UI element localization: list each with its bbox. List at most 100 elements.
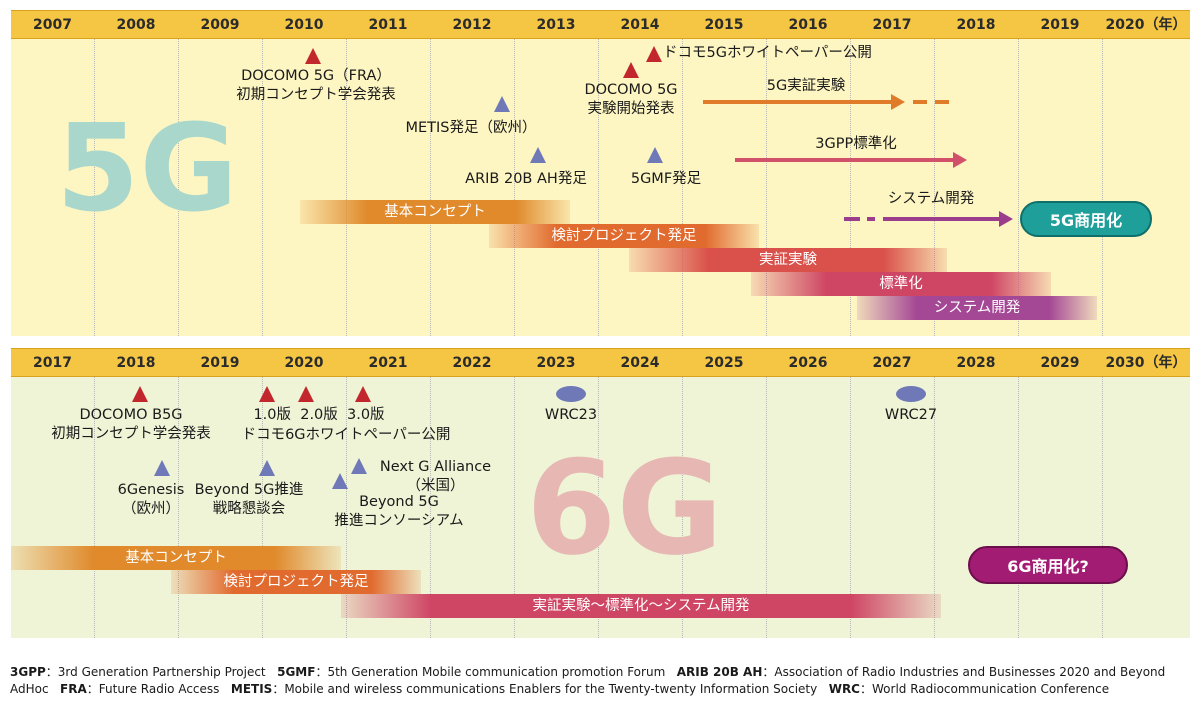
blue-triangle-icon	[647, 147, 663, 163]
year-2014: 2014	[620, 17, 660, 33]
gridline	[598, 39, 599, 336]
abbr-metis: METIS	[230, 682, 273, 696]
year-2016: 2016	[788, 17, 828, 33]
gridline	[1018, 39, 1019, 336]
milestone-text: 実験開始発表	[587, 101, 675, 117]
arrow-head-icon	[891, 94, 905, 110]
year-2028: 2028	[956, 355, 996, 371]
phase-bar-project: 検討プロジェクト発足	[489, 224, 759, 248]
milestone-beyond-consortium: Beyond 5G 推進コンソーシアム	[324, 493, 474, 531]
year-2020: 2020（年）	[1105, 17, 1187, 33]
year-2011: 2011	[368, 17, 408, 33]
milestone-arib: ARIB 20B AH発足	[465, 171, 587, 187]
abbr-3gpp: 3GPP	[10, 665, 46, 679]
def-wrc: ：World Radiocommunication Conference	[860, 682, 1110, 696]
year-2023: 2023	[536, 355, 576, 371]
phase-bar-trial: 実証実験	[629, 248, 947, 272]
milestone-text: Beyond 5G	[359, 494, 439, 510]
gridline	[94, 377, 95, 638]
milestone-docomo-5g-exp: DOCOMO 5G 実験開始発表	[566, 81, 696, 119]
milestone-beyond-council: Beyond 5G推進 戦略懇談会	[179, 481, 319, 519]
gridline	[850, 377, 851, 638]
commercial-6g-badge: 6G商用化?	[968, 546, 1128, 584]
red-triangle-icon	[355, 386, 371, 402]
red-triangle-icon	[623, 62, 639, 78]
year-2020: 2020	[284, 355, 324, 371]
year-2007: 2007	[33, 17, 72, 33]
milestone-metis: METIS発足（欧州）	[405, 120, 537, 136]
gridline	[934, 39, 935, 336]
year-2030: 2030（年）	[1105, 355, 1187, 371]
year-2017: 2017	[33, 355, 72, 371]
def-arib: ：Association of Radio Industries and Bus…	[10, 665, 1166, 696]
phase-bar-trial-standard-system: 実証実験〜標準化〜システム開発	[341, 594, 941, 618]
abbr-wrc: WRC	[828, 682, 860, 696]
blue-triangle-icon	[332, 473, 348, 489]
gridline	[682, 39, 683, 336]
gridline	[1102, 377, 1103, 638]
milestone-next-g: Next G Alliance （米国）	[363, 458, 508, 496]
year-2009: 2009	[200, 17, 240, 33]
milestone-6g-wp-versions: 1.0版 2.0版 3.0版	[253, 407, 385, 423]
abbr-arib: ARIB 20B AH	[676, 665, 763, 679]
blue-triangle-icon	[154, 460, 170, 476]
gridline	[1102, 39, 1103, 336]
arrow-3gpp	[735, 158, 955, 162]
year-2010: 2010	[284, 17, 324, 33]
dash	[844, 217, 860, 221]
blue-triangle-icon	[494, 96, 510, 112]
wrc-marker-icon	[556, 386, 586, 402]
gridline	[1018, 377, 1019, 638]
red-triangle-icon	[259, 386, 275, 402]
milestone-wrc23: WRC23	[544, 407, 598, 423]
year-2013: 2013	[536, 17, 576, 33]
milestone-text: （米国）	[406, 478, 465, 494]
gridline	[94, 39, 95, 336]
year-2021: 2021	[368, 355, 408, 371]
def-3gpp: ：3rd Generation Partnership Project	[45, 665, 266, 679]
milestone-text: 戦略懇談会	[212, 501, 286, 517]
year-axis-6g: 2017 2018 2019 2020 2021 2022 2023 2024 …	[11, 348, 1190, 377]
milestone-text: Beyond 5G推進	[194, 482, 304, 498]
gridline	[850, 39, 851, 336]
year-axis-5g: 2007 2008 2009 2010 2011 2012 2013 2014 …	[11, 10, 1190, 39]
milestone-6g-whitepaper: ドコモ6Gホワイトペーパー公開	[241, 427, 451, 443]
gridline	[178, 39, 179, 336]
year-2024: 2024	[620, 355, 660, 371]
arrow-label-system: システム開発	[887, 191, 975, 207]
milestone-text: DOCOMO 5G	[584, 82, 678, 98]
big-label-6g: 6G	[526, 432, 724, 584]
milestone-text: （欧州）	[122, 501, 180, 517]
year-2018: 2018	[956, 17, 996, 33]
red-triangle-icon	[305, 48, 321, 64]
gridline	[178, 377, 179, 638]
red-triangle-icon	[298, 386, 314, 402]
dash	[867, 217, 875, 221]
gridline	[598, 377, 599, 638]
milestone-text: Next G Alliance	[379, 459, 492, 475]
arrow-label-3gpp: 3GPP標準化	[815, 136, 897, 152]
gridline	[430, 39, 431, 336]
big-label-5g: 5G	[56, 100, 238, 239]
gridline	[682, 377, 683, 638]
milestone-wrc27: WRC27	[884, 407, 938, 423]
arrow-5g-trial	[703, 100, 893, 104]
gridline	[262, 39, 263, 336]
milestone-5g-whitepaper: ドコモ5Gホワイトペーパー公開	[663, 45, 872, 61]
gridline	[262, 377, 263, 638]
phase-bar-standardization: 標準化	[751, 272, 1051, 296]
gridline	[934, 377, 935, 638]
wrc-marker-icon	[896, 386, 926, 402]
phase-bar-concept: 基本コンセプト	[11, 546, 341, 570]
panel-6g: 2017 2018 2019 2020 2021 2022 2023 2024 …	[11, 348, 1190, 638]
arrow-head-icon	[999, 211, 1013, 227]
commercial-5g-badge: 5G商用化	[1020, 201, 1152, 237]
gridline	[766, 39, 767, 336]
year-2026: 2026	[788, 355, 828, 371]
abbr-fra: FRA	[60, 682, 87, 696]
gridline	[514, 39, 515, 336]
year-2012: 2012	[452, 17, 492, 33]
abbr-5gmf: 5GMF	[277, 665, 316, 679]
milestone-text: 6Genesis	[117, 482, 185, 498]
blue-triangle-icon	[351, 458, 367, 474]
